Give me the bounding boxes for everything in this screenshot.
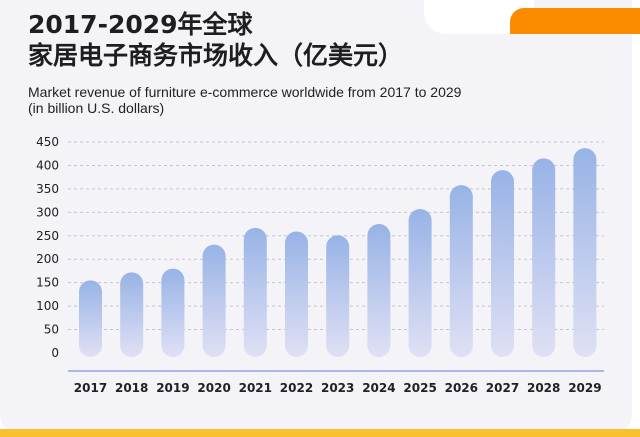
x-tick-label: 2028: [527, 381, 560, 395]
x-tick-label: 2027: [486, 381, 519, 395]
x-axis-ticks: 2017 2018 2019 2020 2021 2022 2023 2024 2025 2026…: [74, 381, 602, 395]
chart-title-line2: 家居电子商务市场收入（亿美元）: [28, 41, 404, 70]
bar-2017: [79, 280, 102, 357]
x-tick-label: 2023: [321, 381, 354, 395]
chart-subtitle-line1: Market revenue of furniture e-commerce w…: [28, 84, 462, 100]
y-tick-label: 450: [36, 135, 59, 149]
grid-lines: [68, 141, 604, 331]
x-tick-label: 2026: [445, 381, 478, 395]
bar-2021: [243, 227, 267, 357]
bar-2028: [532, 158, 556, 357]
y-tick-label: 250: [36, 229, 59, 243]
x-tick-label: 2017: [74, 381, 107, 395]
y-tick-label: 300: [36, 205, 59, 219]
bars: [79, 148, 597, 357]
bar-2029: [573, 148, 597, 357]
chart-title-line1: 2017-2029年全球: [28, 10, 253, 39]
y-tick-label: 50: [44, 323, 59, 337]
bottom-accent-bar: [0, 429, 640, 437]
chart-title: 2017-2029年全球 家居电子商务市场收入（亿美元）: [28, 9, 403, 71]
x-tick-label: 2024: [362, 381, 395, 395]
bar-2019: [161, 268, 185, 357]
chart-card: [0, 0, 632, 430]
bar-2023: [326, 235, 350, 357]
x-tick-label: 2029: [568, 381, 601, 395]
bar-2020: [202, 244, 226, 357]
bar-2027: [491, 170, 514, 357]
y-tick-label: 200: [36, 252, 59, 266]
y-tick-label: 400: [36, 158, 59, 172]
bar-2024: [367, 224, 391, 357]
chart-subtitle: Market revenue of furniture e-commerce w…: [28, 84, 461, 116]
x-tick-label: 2018: [115, 381, 148, 395]
y-tick-label: 0: [51, 346, 59, 360]
x-tick-label: 2021: [239, 381, 272, 395]
chart-subtitle-line2: (in billion U.S. dollars): [28, 100, 165, 116]
bar-2022: [285, 231, 308, 357]
bar-2018: [120, 272, 144, 357]
bar-2025: [408, 209, 432, 357]
x-tick-label: 2022: [280, 381, 313, 395]
y-tick-label: 100: [36, 299, 59, 313]
corner-accent: [510, 8, 640, 34]
y-axis-ticks: 0 50 100 150 200 250 300 350 400 450: [36, 135, 59, 360]
y-tick-label: 350: [36, 182, 59, 196]
x-tick-label: 2020: [197, 381, 230, 395]
x-tick-label: 2025: [403, 381, 436, 395]
bar-2026: [449, 185, 473, 357]
y-tick-label: 150: [36, 276, 59, 290]
x-tick-label: 2019: [156, 381, 189, 395]
